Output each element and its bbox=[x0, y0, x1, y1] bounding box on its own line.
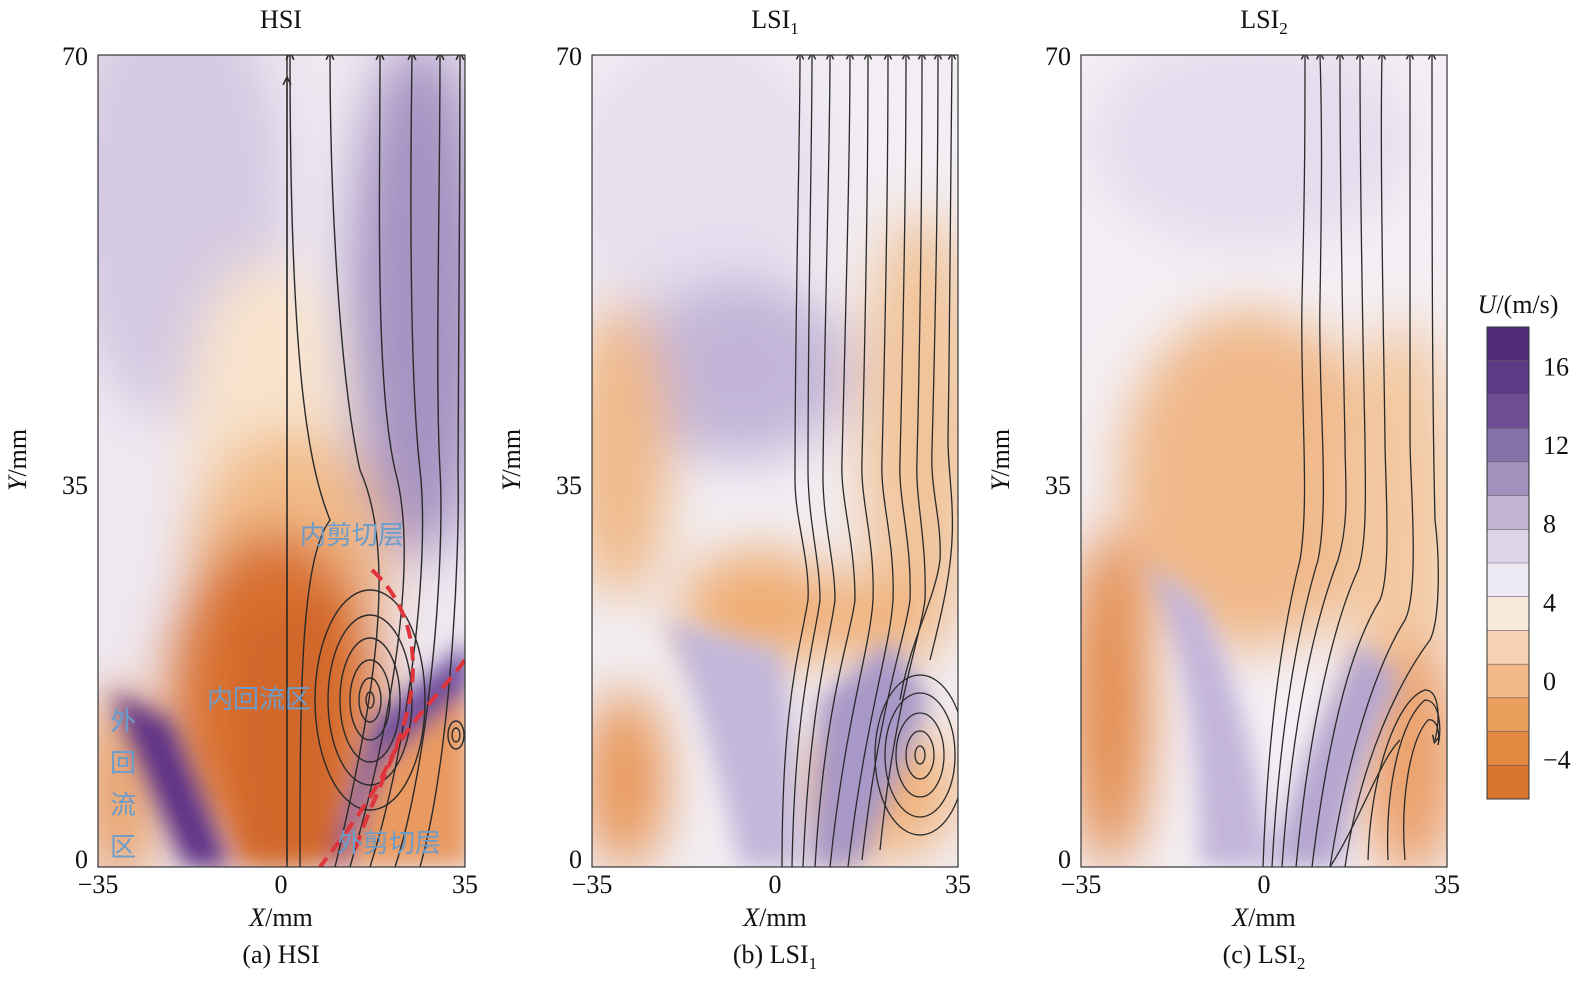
colorbar-frame bbox=[1486, 326, 1530, 800]
panel-title-hsi: HSI bbox=[260, 5, 302, 34]
colorbar-label: U/(m/s) bbox=[1478, 290, 1559, 319]
colorbar-ticks: 16 12 8 4 0 −4 bbox=[1543, 352, 1571, 774]
colorbar-band bbox=[1487, 630, 1529, 665]
caption-c: (c) LSI2 bbox=[1223, 940, 1306, 973]
colorbar-tick-label: 16 bbox=[1543, 352, 1569, 381]
annotation-outer-recirc: 外 回 流 区 bbox=[110, 707, 136, 863]
xtick-0-b: 0 bbox=[769, 870, 782, 899]
annotation-inner-recirc: 内回流区 bbox=[207, 685, 311, 715]
colorbar-band bbox=[1487, 697, 1529, 733]
colorbar-tick-label: 0 bbox=[1543, 667, 1556, 696]
ytick-70-a: 70 bbox=[62, 42, 88, 71]
panel-hsi: 内剪切层 内回流区 外剪切层 外 回 流 区 HSI 70 35 0 −35 0… bbox=[3, 5, 478, 969]
xtick-neg35-a: −35 bbox=[78, 870, 119, 899]
xtick-neg35-b: −35 bbox=[572, 870, 613, 899]
colorbar-tick-label: 8 bbox=[1543, 510, 1556, 539]
xtick-0-a: 0 bbox=[275, 870, 288, 899]
colorbar-band bbox=[1487, 563, 1529, 598]
panel-lsi2: LSI2 70 35 0 −35 0 35 X/mm Y/mm (c) LSI2 bbox=[986, 5, 1460, 973]
xtick-0-c: 0 bbox=[1258, 870, 1271, 899]
ylabel-c: Y/mm bbox=[986, 429, 1015, 491]
colorbar-tick-label: 4 bbox=[1543, 588, 1556, 617]
colorbar-tick-label: −4 bbox=[1543, 746, 1571, 775]
panel-lsi1: LSI1 70 35 0 −35 0 35 X/mm Y/mm (b) LSI1 bbox=[497, 5, 971, 973]
svg-text:区: 区 bbox=[110, 833, 136, 863]
panel-title-lsi2: LSI2 bbox=[1240, 5, 1288, 38]
colorbar-band bbox=[1487, 731, 1529, 766]
ylabel-a: Y/mm bbox=[3, 429, 32, 491]
xlabel-a: X/mm bbox=[248, 903, 313, 932]
colorbar-tick-label: 12 bbox=[1543, 431, 1569, 460]
colorbar-band bbox=[1487, 495, 1529, 530]
caption-b: (b) LSI1 bbox=[733, 940, 817, 973]
ytick-70-c: 70 bbox=[1045, 42, 1071, 71]
colorbar-band bbox=[1487, 394, 1529, 429]
caption-a: (a) HSI bbox=[242, 940, 319, 969]
colorbar-band bbox=[1487, 360, 1529, 395]
plot-frame-lsi2 bbox=[1080, 54, 1448, 868]
heatmap-hsi bbox=[98, 55, 465, 867]
svg-text:回: 回 bbox=[110, 749, 136, 779]
streamlines-lsi1 bbox=[781, 55, 958, 867]
ytick-0-b: 0 bbox=[569, 845, 582, 874]
colorbar-band bbox=[1487, 529, 1529, 564]
xtick-35-b: 35 bbox=[945, 870, 971, 899]
plot-frame-hsi bbox=[97, 54, 466, 868]
xlabel-c: X/mm bbox=[1231, 903, 1296, 932]
shear-layers-hsi bbox=[318, 568, 465, 867]
ytick-35-b: 35 bbox=[556, 471, 582, 500]
ytick-0-a: 0 bbox=[75, 845, 88, 874]
svg-text:流: 流 bbox=[110, 791, 136, 821]
streamlines-hsi bbox=[287, 55, 465, 867]
annotation-inner-shear: 内剪切层 bbox=[300, 521, 404, 551]
ytick-0-c: 0 bbox=[1058, 845, 1071, 874]
xtick-35-a: 35 bbox=[452, 870, 478, 899]
streamlines-lsi2 bbox=[1262, 55, 1441, 867]
colorbar-band bbox=[1487, 765, 1529, 800]
xlabel-b: X/mm bbox=[742, 903, 807, 932]
heatmap-lsi2 bbox=[1081, 55, 1447, 867]
annotation-outer-shear: 外剪切层 bbox=[337, 829, 441, 859]
panel-title-lsi1: LSI1 bbox=[751, 5, 799, 38]
ytick-35-a: 35 bbox=[62, 471, 88, 500]
colorbar-band bbox=[1487, 461, 1529, 497]
colorbar: U/(m/s) 16 12 8 4 0 −4 bbox=[1478, 290, 1571, 800]
colorbar-band bbox=[1487, 664, 1529, 699]
svg-text:外: 外 bbox=[110, 707, 136, 737]
colorbar-band bbox=[1487, 596, 1529, 631]
xtick-35-c: 35 bbox=[1434, 870, 1460, 899]
ylabel-b: Y/mm bbox=[497, 429, 526, 491]
colorbar-bands bbox=[1487, 327, 1529, 800]
colorbar-band bbox=[1487, 327, 1529, 362]
ytick-35-c: 35 bbox=[1045, 471, 1071, 500]
colorbar-band bbox=[1487, 428, 1529, 463]
xtick-neg35-c: −35 bbox=[1061, 870, 1102, 899]
ytick-70-b: 70 bbox=[556, 42, 582, 71]
plot-frame-lsi1 bbox=[591, 54, 959, 868]
heatmap-lsi1 bbox=[592, 55, 958, 867]
